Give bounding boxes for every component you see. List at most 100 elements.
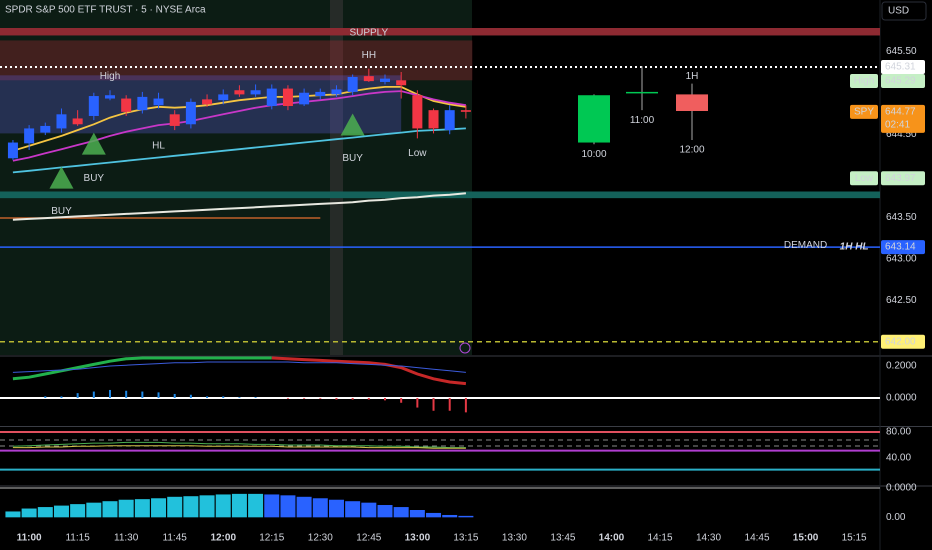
event-icon — [459, 342, 471, 354]
price-tag-name-box — [850, 74, 878, 89]
price-tag — [881, 240, 925, 255]
oscillator-line — [12, 361, 466, 373]
price-tag — [881, 74, 925, 89]
bar — [5, 511, 21, 518]
x-tick-label: 15:15 — [842, 533, 867, 544]
x-tick-label: 14:00 — [599, 533, 625, 544]
histogram-bar — [286, 397, 289, 399]
bar — [215, 494, 231, 518]
histogram-bar — [367, 397, 370, 400]
candle-body — [218, 94, 229, 101]
histogram-bar — [238, 397, 241, 398]
candle-body — [121, 98, 132, 112]
oscillator-line — [12, 356, 272, 381]
x-tick-label: 14:15 — [647, 533, 672, 544]
histogram-bar — [76, 393, 79, 398]
histogram-bar — [448, 397, 451, 411]
y-tick-label: 644.50 — [886, 129, 917, 140]
candle-body — [380, 78, 390, 82]
x-tick-label: 13:30 — [502, 533, 527, 544]
price-tag-value: 644.77 — [885, 106, 916, 117]
histogram-bar — [254, 397, 257, 398]
candle-body — [299, 92, 310, 105]
bar — [264, 494, 280, 518]
y-tick-label: 0.0000 — [886, 393, 917, 404]
histogram-bar — [222, 396, 225, 398]
bar — [393, 507, 409, 518]
price-tag-value: 645.29 — [885, 76, 916, 87]
histogram-bar — [141, 391, 144, 398]
bar — [53, 505, 69, 518]
candle-body — [331, 89, 342, 95]
indicator-line — [12, 86, 467, 152]
histogram-bar — [464, 397, 467, 413]
x-tick-label: 11:30 — [114, 533, 139, 544]
y-tick-label: 643.00 — [886, 253, 917, 264]
bar — [86, 502, 102, 518]
zone — [0, 75, 402, 134]
annotation: DEMAND — [784, 240, 827, 251]
y-tick-label: 80.00 — [886, 427, 911, 438]
candle-body — [396, 80, 407, 86]
candle-body — [412, 95, 423, 129]
candle-body — [315, 91, 326, 97]
candle-body — [40, 125, 51, 133]
candle-body — [363, 76, 374, 82]
candle-body — [24, 128, 35, 144]
bar — [361, 502, 377, 518]
annotation: HH — [362, 50, 376, 61]
indicator-line — [12, 90, 467, 162]
y-tick-label: 642.50 — [886, 295, 917, 306]
oscillator-line — [12, 445, 466, 449]
candle-body — [169, 114, 180, 126]
bar — [377, 505, 393, 518]
candle-body — [460, 110, 471, 112]
highlight-band — [330, 0, 343, 355]
candle-body — [88, 96, 99, 116]
y-tick-label: 643.50 — [886, 212, 917, 223]
histogram-bar — [109, 389, 111, 398]
chart-title: SPDR S&P 500 ETF TRUST · 5 · NYSE Arca — [5, 5, 206, 16]
x-tick-label: 12:00 — [210, 533, 236, 544]
y-tick-label: 40.00 — [886, 453, 911, 464]
buy-signal — [49, 166, 74, 189]
annotation: Low — [408, 148, 427, 159]
candle-body — [282, 88, 293, 107]
bar — [70, 504, 86, 518]
histogram-bar — [206, 396, 209, 398]
histogram-bar — [432, 397, 435, 411]
candle-body — [428, 110, 439, 129]
annotation: BUY — [342, 153, 363, 164]
candle-body — [234, 90, 245, 95]
bar — [426, 512, 442, 518]
x-tick-label: 14:45 — [745, 533, 770, 544]
x-tick-label: 14:30 — [696, 533, 721, 544]
bar — [167, 496, 183, 518]
histogram-bar — [125, 390, 128, 398]
oscillator-line — [12, 441, 466, 449]
bar — [231, 493, 247, 518]
histogram-bar — [319, 397, 322, 399]
currency-button[interactable] — [881, 1, 927, 21]
histogram-bar — [384, 397, 386, 401]
price-tag-name-box — [850, 104, 878, 119]
y-tick-label: 645.50 — [886, 46, 917, 57]
histogram-bar — [416, 397, 419, 408]
x-tick-label: 11:45 — [163, 533, 188, 544]
price-tag — [881, 171, 925, 186]
htf-label: 1H — [686, 71, 699, 82]
histogram-bar — [44, 396, 47, 398]
currency-label[interactable]: USD — [888, 6, 909, 17]
price-tag — [881, 104, 925, 133]
bar — [345, 501, 361, 518]
htf-body — [626, 91, 658, 94]
price-tag — [881, 334, 925, 349]
htf-body — [676, 94, 708, 111]
x-tick-label: 13:15 — [453, 533, 478, 544]
price-tag — [881, 60, 925, 75]
indicator-line — [12, 192, 466, 221]
annotation: BUY — [51, 206, 72, 217]
bar — [328, 499, 344, 518]
x-tick-label: 12:30 — [308, 533, 333, 544]
